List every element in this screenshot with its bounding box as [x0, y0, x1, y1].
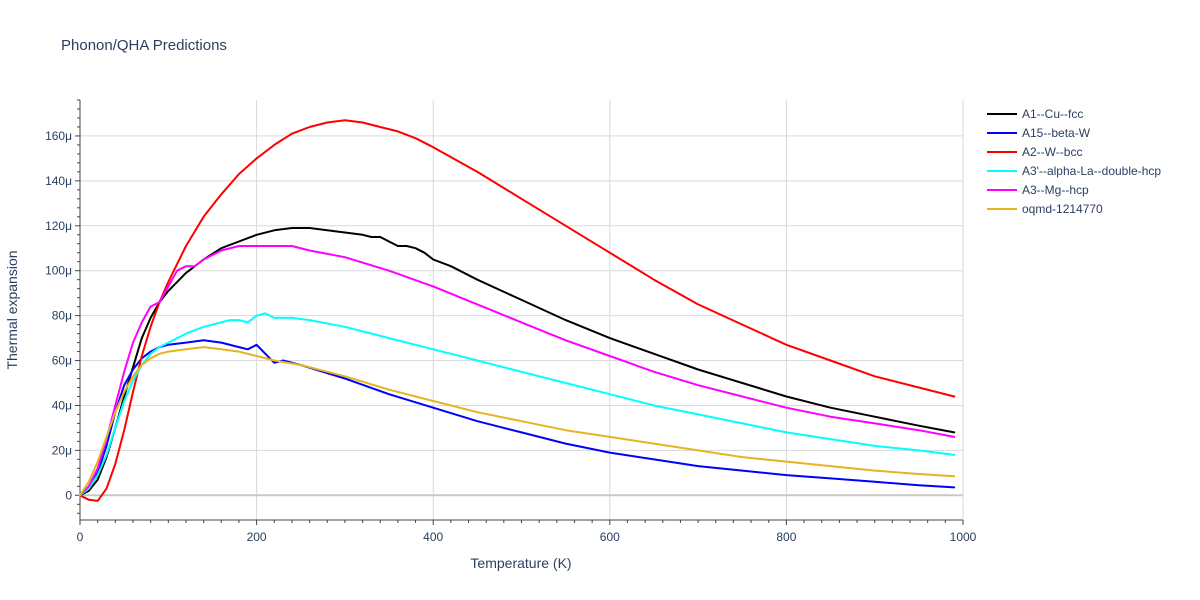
- legend-label: A3'--alpha-La--double-hcp: [1022, 164, 1161, 178]
- x-tick-label: 800: [776, 530, 796, 544]
- x-tick-label: 200: [247, 530, 267, 544]
- legend-label: A1--Cu--fcc: [1022, 107, 1083, 121]
- legend-item[interactable]: oqmd-1214770: [987, 202, 1103, 216]
- legend-item[interactable]: A2--W--bcc: [987, 145, 1082, 159]
- y-tick-label: 60μ: [52, 354, 72, 368]
- x-tick-label: 0: [77, 530, 84, 544]
- y-tick-label: 20μ: [52, 443, 72, 457]
- plot-area: [79, 119, 956, 502]
- legend-item[interactable]: A15--beta-W: [987, 126, 1091, 140]
- axes: 0 200 400 600 800 1000 0 20μ 40μ 60μ 80μ 100μ 120μ 14…: [45, 99, 977, 544]
- series-line-2[interactable]: [79, 119, 956, 502]
- series-line-4[interactable]: [79, 245, 956, 497]
- legend-label: A15--beta-W: [1022, 126, 1091, 140]
- y-tick-label: 120μ: [45, 219, 72, 233]
- y-tick-label: 0: [65, 488, 72, 502]
- y-tick-label: 100μ: [45, 264, 72, 278]
- x-tick-label: 1000: [950, 530, 977, 544]
- y-axis-title: Thermal expansion: [4, 250, 20, 369]
- legend-item[interactable]: A3'--alpha-La--double-hcp: [987, 164, 1161, 178]
- y-tick-label: 140μ: [45, 174, 72, 188]
- x-tick-label: 400: [423, 530, 443, 544]
- series-line-3[interactable]: [79, 312, 956, 497]
- legend-item[interactable]: A1--Cu--fcc: [987, 107, 1083, 121]
- legend-label: A2--W--bcc: [1022, 145, 1082, 159]
- series-line-0[interactable]: [79, 227, 956, 497]
- y-tick-label: 80μ: [52, 309, 72, 323]
- legend[interactable]: A1--Cu--fcc A15--beta-W A2--W--bcc A3'--alp…: [987, 107, 1161, 216]
- x-tick-label: 600: [600, 530, 620, 544]
- y-tick-label: 40μ: [52, 398, 72, 412]
- legend-label: A3--Mg--hcp: [1022, 183, 1089, 197]
- series-line-5[interactable]: [79, 346, 956, 497]
- grid-layer: [80, 100, 964, 520]
- series-line-1[interactable]: [79, 339, 956, 497]
- y-tick-label: 160μ: [45, 129, 72, 143]
- x-axis-title: Temperature (K): [470, 555, 571, 571]
- legend-label: oqmd-1214770: [1022, 202, 1103, 216]
- chart-title: Phonon/QHA Predictions: [61, 37, 227, 54]
- legend-item[interactable]: A3--Mg--hcp: [987, 183, 1089, 197]
